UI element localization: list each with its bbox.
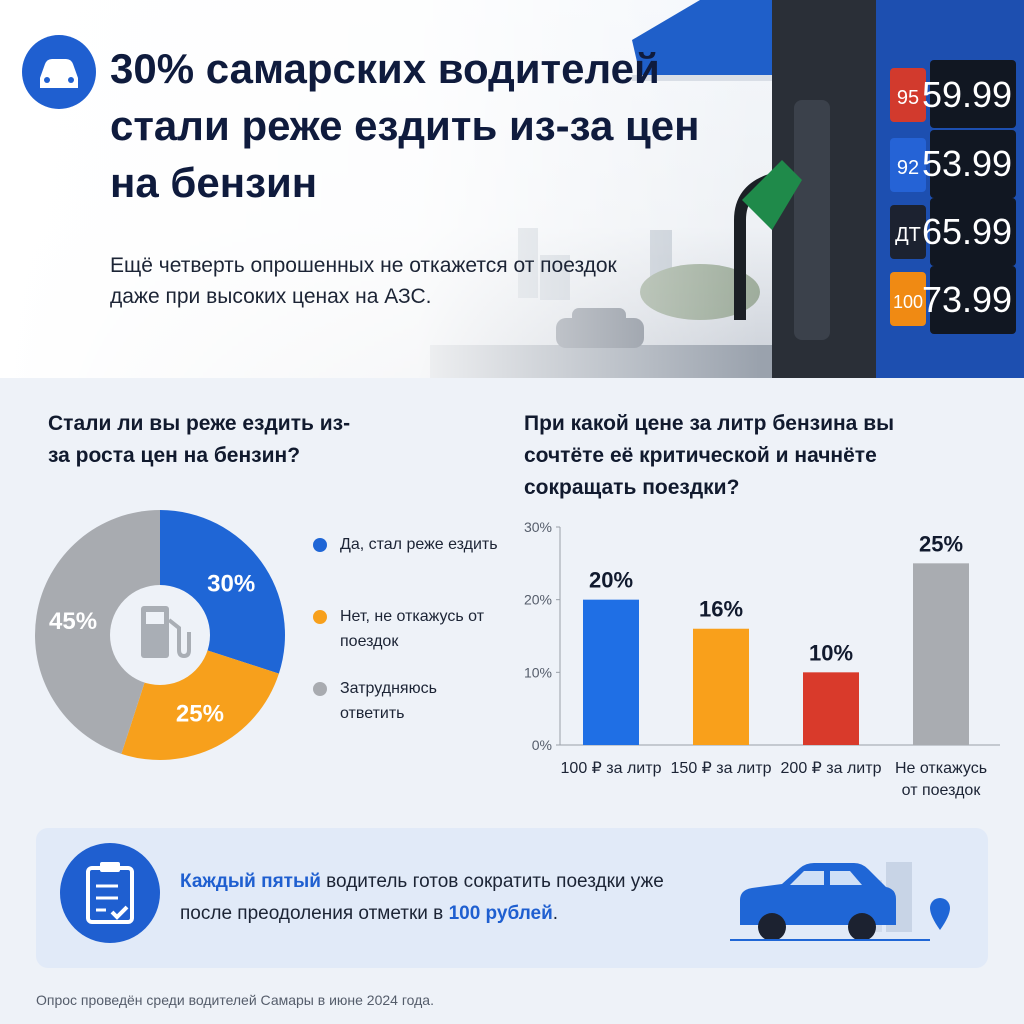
- fuel-price: 59.99: [922, 74, 1012, 115]
- y-tick-label: 20%: [524, 592, 552, 608]
- x-tick-label: 200 ₽ за литр: [780, 760, 882, 777]
- bar: [693, 628, 749, 745]
- y-tick-label: 10%: [524, 664, 552, 680]
- callout-box: [36, 828, 988, 968]
- fuel-grade: 92: [897, 157, 919, 179]
- legend-marker: [313, 538, 327, 552]
- fuel-price: 53.99: [922, 143, 1012, 184]
- value-label: 10%: [809, 640, 853, 665]
- callout-text: Каждый пятый водитель готов сократить по…: [180, 866, 700, 930]
- chart-title: Стали ли вы реже ездить из-за роста цен …: [48, 412, 351, 467]
- legend-marker: [313, 610, 327, 624]
- canopy-edge: [632, 75, 880, 81]
- board-text: 95 92 ДТ 100 59.99 53.99 65.99 73.99: [893, 74, 1012, 320]
- x-tick-label: 100 ₽ за литр: [560, 760, 662, 777]
- x-tick-label: Не откажусь от поездок: [894, 760, 988, 799]
- fuel-grade: ДТ: [895, 224, 921, 246]
- hero-fade: [0, 0, 760, 378]
- board-badges: [890, 60, 1016, 334]
- value-label: 16%: [699, 597, 743, 622]
- clipboard-icon: [60, 843, 160, 943]
- subtitle: Ещё четверть опрошенных не откажется от …: [110, 254, 617, 308]
- title: 30% самарских водителей стали реже ездит…: [110, 45, 700, 206]
- legend-label: Нет, не откажусь от поездок: [340, 608, 485, 650]
- fuel-grade: 95: [897, 87, 919, 109]
- pie-slice: [35, 510, 160, 754]
- y-tick-label: 0%: [532, 737, 552, 753]
- value-label: 20%: [589, 568, 633, 593]
- pump-holder: [794, 100, 830, 340]
- value-label: 25%: [919, 531, 963, 556]
- legend-label: Затрудняюсь ответить: [340, 680, 437, 722]
- footer: Опрос проведён среди водителей Самары в …: [36, 992, 434, 1008]
- text: водитель готов сократить поездки уже пос…: [180, 871, 664, 924]
- text: .: [552, 903, 559, 924]
- y-tick-label: 30%: [524, 519, 552, 535]
- nozzle: [742, 160, 802, 230]
- fuel-grade: 100: [893, 292, 923, 312]
- chart-title: При какой цене за литр бензина вы сочтёт…: [524, 412, 895, 499]
- highlight: 100 рублей: [448, 903, 553, 924]
- legend-label: Да, стал реже ездить: [340, 536, 498, 553]
- value-label: 25%: [176, 700, 224, 727]
- value-label: 30%: [207, 570, 255, 597]
- fuel-price: 65.99: [922, 211, 1012, 252]
- x-tick-label: 150 ₽ за литр: [670, 760, 772, 777]
- fuel-price: 73.99: [922, 279, 1012, 320]
- bar: [913, 563, 969, 745]
- legend-marker: [313, 682, 327, 696]
- pie-center: [110, 585, 210, 685]
- value-label: 45%: [49, 608, 97, 635]
- car-illustration: [730, 862, 950, 941]
- bar: [803, 672, 859, 745]
- car-icon: [22, 35, 96, 109]
- highlight: Каждый пятый: [180, 871, 321, 892]
- bar: [583, 599, 639, 745]
